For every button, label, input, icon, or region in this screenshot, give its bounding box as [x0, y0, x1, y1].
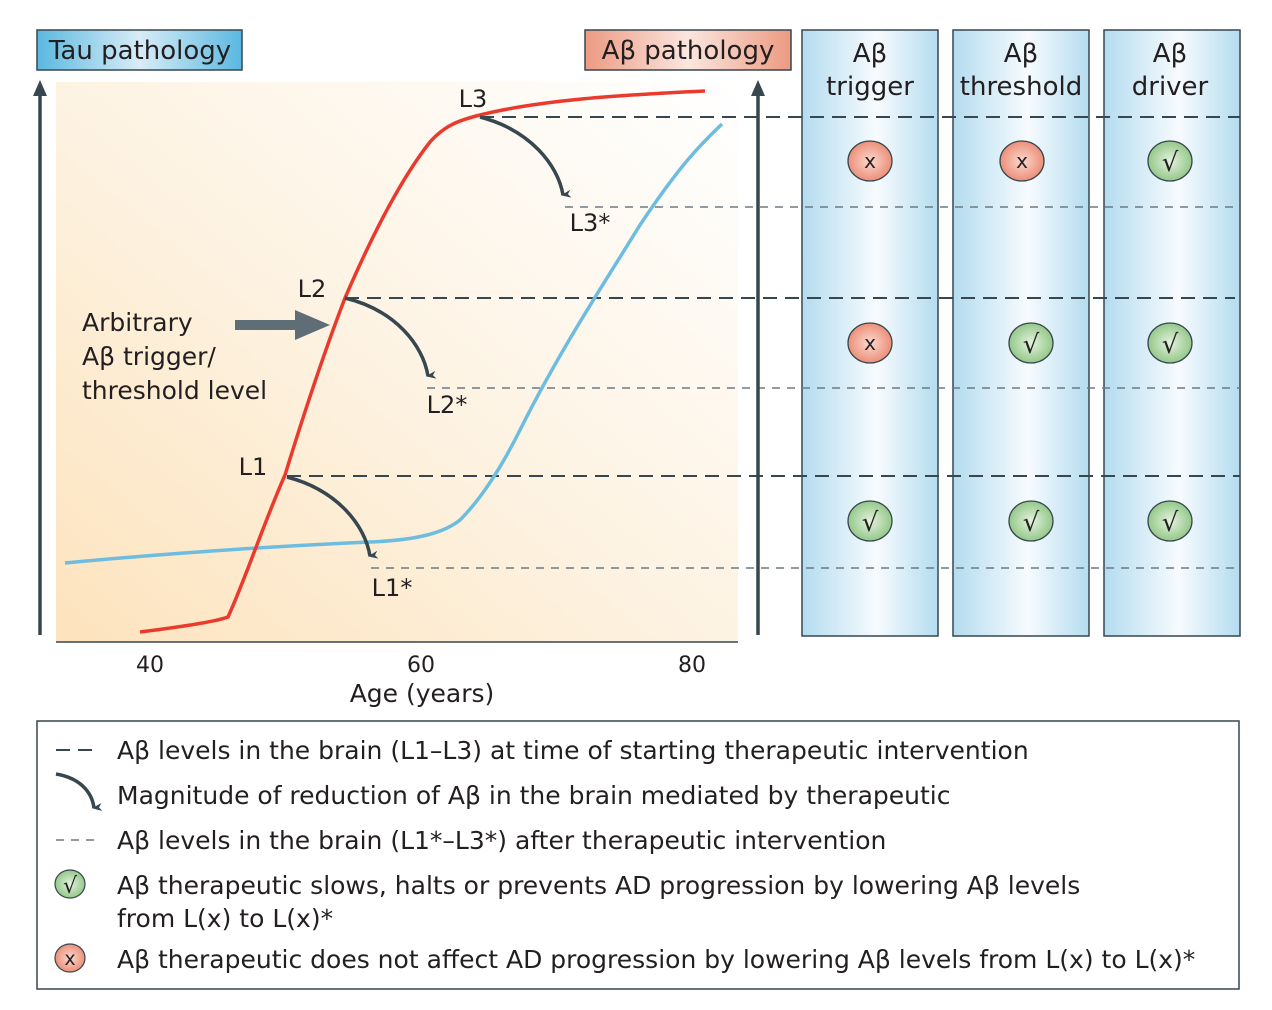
check-symbol: √	[63, 874, 78, 899]
reduction-arrow-L1-icon	[286, 475, 379, 559]
check-icon: √	[1008, 500, 1054, 542]
legend-box	[36, 720, 1240, 990]
legend-arrow-text: Magnitude of reduction of Aβ in the brai…	[117, 781, 951, 810]
svg-text:x: x	[864, 149, 876, 173]
tau-pathology-text: Tau pathology	[48, 36, 231, 66]
svg-text:√: √	[862, 508, 879, 538]
abeta-axis-arrow-icon	[751, 80, 765, 96]
x-icon: x	[847, 322, 893, 364]
tau-axis-arrow-icon	[33, 80, 47, 96]
check-icon: √	[1147, 140, 1193, 182]
x-tick-label: 80	[678, 653, 706, 678]
level-label-L2s: L2*	[427, 391, 468, 419]
check-icon: √	[1147, 500, 1193, 542]
x-icon: x	[999, 140, 1045, 182]
legend-check-text: Aβ therapeutic slows, halts or prevents …	[117, 871, 1080, 900]
svg-text:√: √	[1023, 330, 1040, 360]
level-label-L2: L2	[298, 275, 327, 303]
level-label-L3s: L3*	[570, 209, 611, 237]
tau-curve	[64, 122, 724, 565]
column-title: Aβ	[1004, 39, 1038, 69]
svg-text:√: √	[1162, 330, 1179, 360]
annotation-line: Arbitrary	[82, 308, 193, 337]
tau-pathology-label: Tau pathology	[36, 29, 243, 71]
x-icon: x	[847, 140, 893, 182]
annotation-line: Aβ trigger/	[82, 342, 216, 371]
legend-arrow-icon	[55, 772, 103, 811]
reduction-arrow-L2-icon	[344, 296, 437, 379]
result-icons: x x √ x √ √ √ √ √	[847, 140, 1193, 542]
abeta-pathology-text: Aβ pathology	[602, 36, 775, 66]
reduction-arrow-L3-icon	[479, 115, 572, 198]
legend-check-text-2: from L(x) to L(x)*	[117, 904, 333, 933]
level-label-L1s: L1*	[372, 574, 413, 602]
legend-dotted-text: Aβ levels in the brain (L1*–L3*) after t…	[117, 826, 886, 855]
legend-check-icon: √	[54, 869, 86, 899]
reduction-arrows	[286, 115, 572, 559]
check-icon: √	[847, 500, 893, 542]
check-icon: √	[1147, 322, 1193, 364]
svg-text:√: √	[1162, 508, 1179, 538]
column-title: Aβ	[853, 39, 887, 69]
level-label-L1: L1	[239, 453, 268, 481]
column-subtitle: trigger	[826, 72, 914, 102]
svg-text:x: x	[864, 331, 876, 355]
svg-text:√: √	[1023, 508, 1040, 538]
level-label-L3: L3	[459, 85, 488, 113]
column-title: Aβ	[1153, 39, 1187, 69]
x-symbol: x	[64, 948, 75, 970]
column-subtitle: driver	[1132, 72, 1209, 102]
start-level-lines	[287, 116, 1240, 477]
svg-text:x: x	[1016, 149, 1028, 173]
svg-text:√: √	[1162, 148, 1179, 178]
legend-x-icon: x	[54, 943, 86, 973]
after-level-lines	[371, 206, 1240, 569]
column-subtitle: threshold	[960, 72, 1082, 102]
legend-dashed-text: Aβ levels in the brain (L1–L3) at time o…	[117, 736, 1029, 765]
annotation-line: threshold level	[82, 376, 267, 405]
check-icon: √	[1008, 322, 1054, 364]
legend-x-text: Aβ therapeutic does not affect AD progre…	[117, 945, 1195, 974]
x-tick-label: 40	[136, 653, 164, 678]
annotation-arrow-icon	[235, 310, 330, 340]
plot-background	[56, 82, 738, 642]
x-axis-title: Age (years)	[350, 679, 495, 708]
abeta-pathology-label: Aβ pathology	[584, 29, 792, 71]
x-tick-label: 60	[407, 653, 435, 678]
